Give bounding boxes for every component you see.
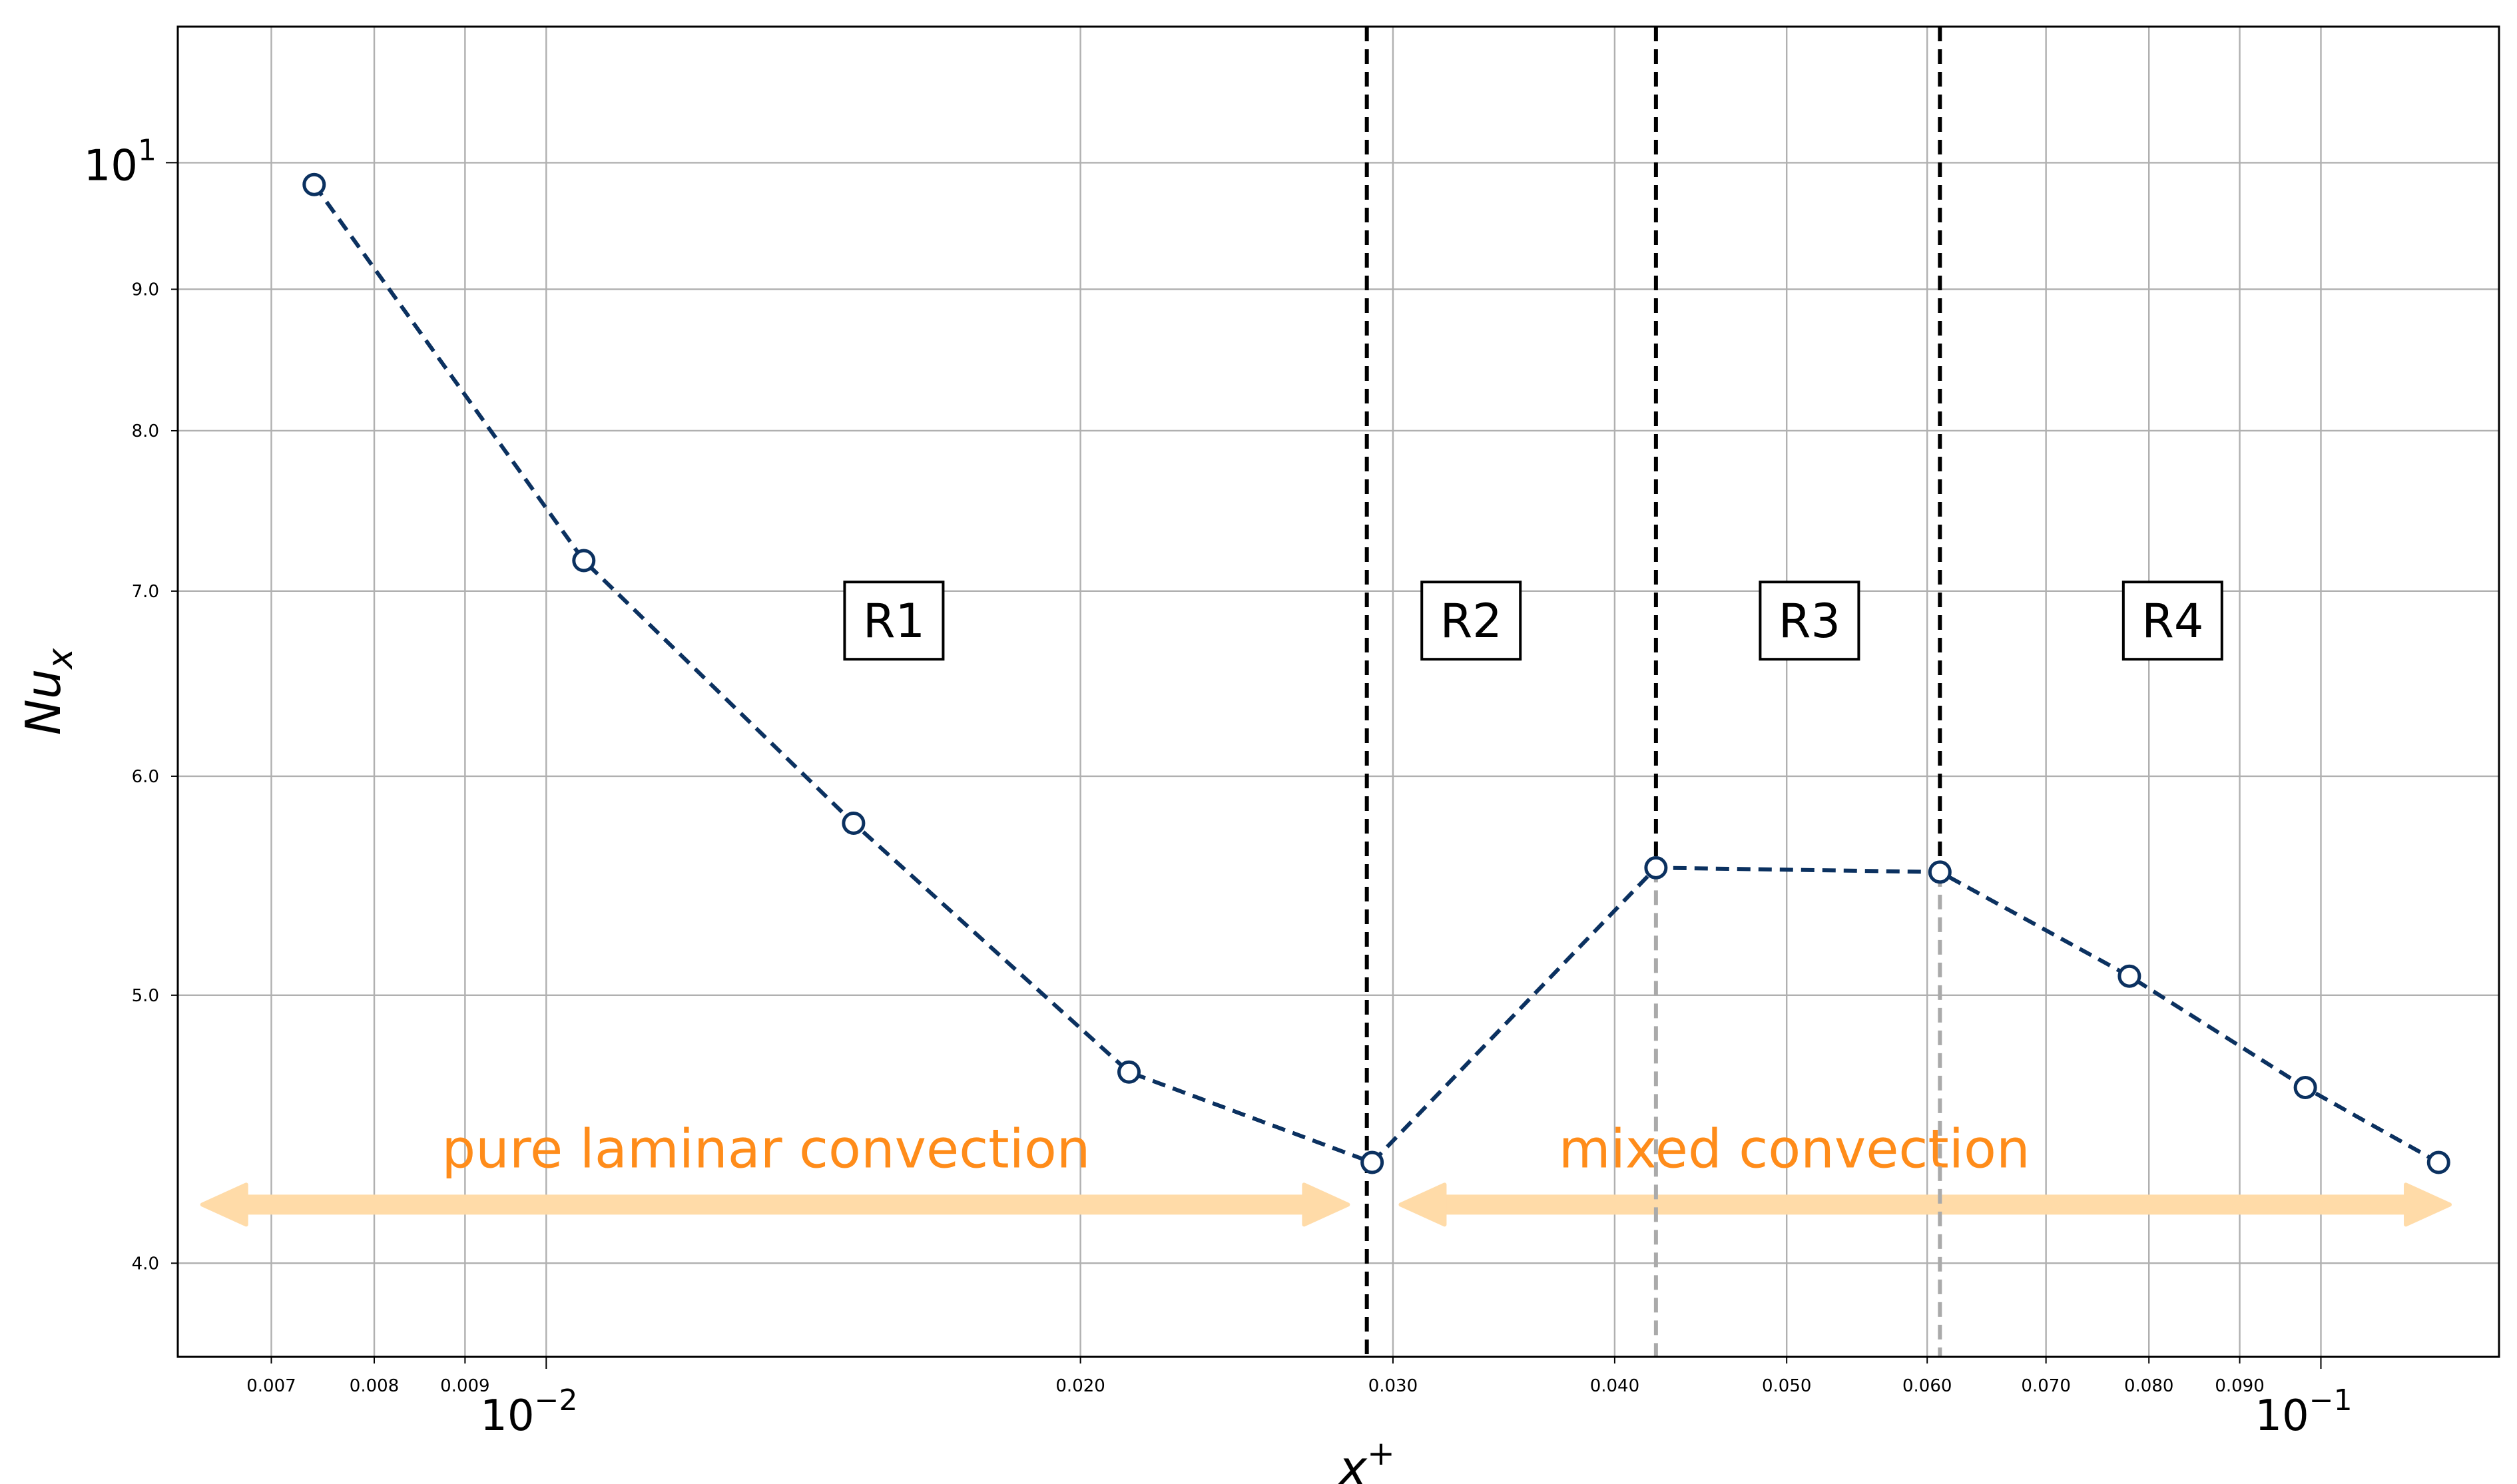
x-tick-label: 0.080	[2124, 1376, 2173, 1396]
y-major-tick-exponent: 1	[138, 133, 156, 167]
data-point	[2293, 1076, 2317, 1100]
y-axis-title-subscript: x	[41, 648, 81, 670]
data-point	[842, 811, 866, 835]
data-point	[2426, 1150, 2450, 1174]
region-label-text: R1	[863, 594, 925, 648]
data-point	[1928, 860, 1952, 884]
data-point	[302, 172, 326, 196]
region-label-box	[1420, 581, 1522, 661]
x-tick-label: 0.020	[1055, 1376, 1105, 1396]
y-axis-ticks: 4.0 5.0 6.0 7.0 8.0 9.0 101	[84, 133, 178, 1274]
y-axis-title-base: Nu	[15, 669, 71, 736]
region-label-r2: R2	[1420, 581, 1522, 661]
data-point	[2117, 964, 2141, 988]
x-major-tick-label: 10−1	[2255, 1383, 2352, 1441]
data-point	[1644, 856, 1668, 879]
x-major-tick-base: 10	[480, 1391, 534, 1441]
plot-frame	[176, 25, 2500, 1358]
annotation-pure-laminar-convection: pure laminar convection	[441, 1118, 1090, 1180]
region-label-text: R2	[1440, 594, 1502, 648]
region-label-box	[1759, 581, 1860, 661]
y-tick-label: 4.0	[132, 1254, 159, 1274]
x-major-tick-exponent: −2	[535, 1383, 578, 1417]
arrow-head-left	[1398, 1182, 1447, 1227]
y-major-tick-base: 10	[84, 141, 138, 190]
region-label-r4: R4	[2121, 581, 2223, 661]
x-tick-label: 0.030	[1368, 1376, 1418, 1396]
region-label-r3: R3	[1759, 581, 1860, 661]
x-tick-label: 0.040	[1590, 1376, 1639, 1396]
y-tick-label: 7.0	[132, 582, 159, 602]
y-tick-label: 6.0	[132, 767, 159, 787]
data-point	[1117, 1060, 1141, 1084]
series-line	[312, 183, 2440, 1165]
x-tick-label: 0.070	[2021, 1376, 2070, 1396]
y-tick-label: 9.0	[132, 280, 159, 300]
x-major-tick-base: 10	[2255, 1391, 2309, 1441]
y-tick-label: 5.0	[132, 986, 159, 1006]
data-point	[1360, 1150, 1384, 1174]
x-axis-title: x+	[1337, 1434, 1395, 1484]
x-major-tick-label: 10−2	[480, 1383, 577, 1441]
x-tick-label: 0.007	[246, 1376, 296, 1396]
data-point	[572, 549, 596, 573]
x-tick-label: 0.090	[2215, 1376, 2264, 1396]
x-axis-ticks: 0.007 0.008 0.009 0.020 0.030 0.040 0.050 0.060…	[246, 1357, 2353, 1441]
arrow-head-right	[1302, 1182, 1350, 1227]
region-label-r1: R1	[843, 581, 945, 661]
grid	[178, 27, 2499, 1357]
region-labels: R1 R2 R3 R4	[843, 581, 2223, 661]
region-label-text: R3	[1779, 594, 1840, 648]
x-tick-label: 0.060	[1902, 1376, 1952, 1396]
region-label-text: R4	[2141, 594, 2203, 648]
series-nu-x	[302, 172, 2450, 1174]
y-axis-title: Nux	[15, 648, 81, 736]
x-tick-label: 0.050	[1762, 1376, 1811, 1396]
y-major-tick-label: 101	[84, 133, 156, 190]
x-major-tick-exponent: −1	[2309, 1383, 2353, 1417]
region-label-box	[2121, 581, 2223, 661]
convection-annotations: pure laminar convection mixed convection	[200, 1118, 2452, 1227]
arrow-head-left	[200, 1182, 248, 1227]
x-tick-label: 0.008	[350, 1376, 399, 1396]
region-label-box	[843, 581, 945, 661]
y-tick-label: 8.0	[132, 421, 159, 441]
arrow-head-right	[2404, 1182, 2452, 1227]
x-tick-label: 0.009	[440, 1376, 489, 1396]
region-boundaries	[1364, 27, 1942, 1357]
x-axis-title-superscript: +	[1367, 1434, 1395, 1473]
x-axis-title-base: x	[1337, 1440, 1368, 1484]
annotation-mixed-convection: mixed convection	[1559, 1118, 2030, 1180]
